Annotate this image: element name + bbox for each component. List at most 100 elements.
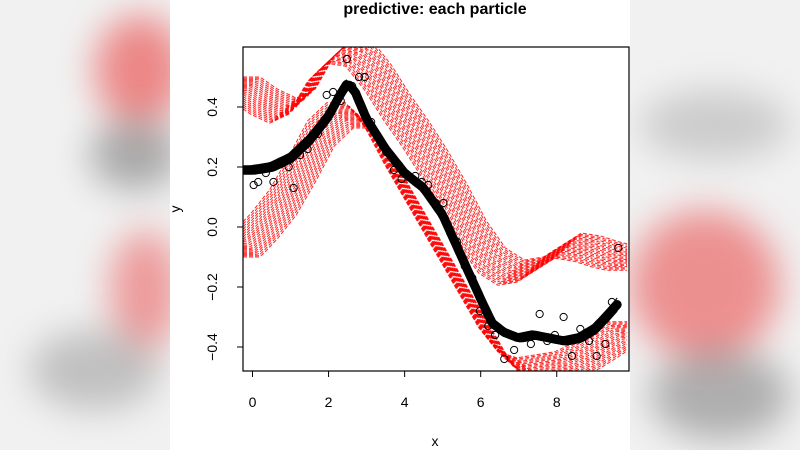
red-blur-blob — [95, 15, 170, 125]
data-point — [518, 333, 527, 343]
data-point — [284, 162, 293, 172]
data-point — [491, 330, 500, 340]
data-point — [367, 117, 376, 127]
data-point — [354, 72, 364, 82]
data-point — [276, 159, 286, 169]
data-point — [584, 336, 594, 346]
data-point — [373, 132, 383, 142]
posterior-dashed-curve — [243, 113, 628, 370]
data-point — [475, 306, 485, 316]
posterior-dashed-curve — [243, 119, 628, 371]
data-point — [468, 273, 477, 283]
data-point — [269, 177, 278, 187]
mean-particle-curve — [243, 83, 618, 341]
x-axis-label: x — [432, 433, 439, 449]
dark-blur-blob — [650, 350, 790, 440]
y-tick-label: −0.2 — [204, 273, 220, 301]
data-point — [576, 324, 585, 334]
mean-particle-curve — [243, 85, 618, 344]
mean-particle-curve — [243, 85, 618, 345]
data-point — [424, 180, 433, 190]
red-blur-blob — [630, 210, 780, 360]
posterior-dashed-curve — [243, 55, 628, 279]
y-tick-label: 0.2 — [204, 157, 220, 177]
posterior-dashed-curve — [243, 51, 628, 275]
data-point — [453, 237, 462, 247]
axes: 0 2 4 6 8 −0.4 −0.2 0.0 0.2 0.4 — [204, 97, 561, 410]
data-point — [460, 261, 469, 271]
y-tick-label: 0.4 — [204, 97, 220, 117]
data-point — [559, 312, 568, 322]
data-point — [303, 144, 312, 154]
backdrop-left — [0, 0, 170, 450]
data-point — [592, 351, 601, 361]
y-tick-label: −0.4 — [204, 333, 220, 361]
posterior-dashed-curve — [243, 114, 628, 370]
posterior-dashed-curve — [243, 47, 628, 261]
chart-title: predictive: each particle — [343, 1, 526, 18]
posterior-dashed-curve — [243, 102, 628, 359]
data-point — [607, 297, 616, 307]
data-point — [535, 309, 544, 319]
data-point — [360, 72, 369, 82]
posterior-dashed-curve — [243, 116, 628, 371]
posterior-dashed-curve — [243, 120, 628, 371]
data-point — [397, 174, 406, 184]
mean-particle-curve — [243, 80, 618, 340]
dark-blur-blob — [640, 90, 790, 160]
posterior-dashed-curve — [243, 103, 628, 360]
data-point — [411, 171, 420, 181]
posterior-dashed-curve — [243, 56, 628, 280]
data-point — [601, 339, 610, 349]
mean-curve — [243, 80, 622, 346]
posterior-dashed-curve — [243, 104, 628, 361]
posterior-dashed-curve — [243, 58, 628, 281]
data-point — [322, 90, 331, 100]
posterior-dashed-curve — [243, 60, 628, 284]
data-point — [550, 330, 559, 340]
posterior-dashed-curve — [243, 122, 628, 371]
data-point — [614, 243, 623, 253]
data-point — [329, 87, 338, 97]
dark-blur-blob — [90, 120, 170, 190]
data-point — [526, 339, 535, 349]
posterior-dashed-curve — [243, 61, 628, 285]
data-point — [254, 177, 263, 187]
posterior-dashed-curve — [243, 53, 628, 276]
data-point — [313, 129, 323, 139]
data-point — [295, 150, 305, 160]
data-point — [389, 165, 399, 175]
posterior-dashed-curve — [243, 105, 628, 362]
data-point — [567, 351, 577, 361]
data-point — [543, 336, 552, 346]
data-point — [348, 81, 357, 91]
data-point — [439, 198, 448, 208]
x-tick-label: 6 — [477, 394, 485, 410]
dark-blur-blob — [30, 330, 160, 410]
data-point — [289, 183, 298, 193]
chart-panel: predictive: each particle 0 2 4 6 8 −0.4 −0.2 0… — [170, 0, 630, 450]
x-tick-label: 2 — [325, 394, 333, 410]
posterior-dashed-curve — [243, 47, 628, 262]
chart-svg: predictive: each particle 0 2 4 6 8−0.4−0.20… — [170, 1, 630, 449]
data-point — [336, 96, 345, 106]
backdrop-right — [630, 0, 800, 450]
plot-area — [243, 47, 628, 371]
data-point — [417, 177, 426, 187]
data-point — [446, 228, 455, 238]
y-tick-label: 0.0 — [204, 217, 220, 237]
mean-particle-curve — [243, 86, 618, 346]
posterior-dashed-curve — [243, 54, 628, 277]
posterior-dashed-curve — [243, 109, 628, 366]
data-point — [484, 321, 493, 331]
posterior-dashed-curve — [243, 117, 628, 371]
posterior-dashed-curve — [243, 59, 628, 283]
data-point — [500, 354, 509, 364]
posterior-dashed-curve — [243, 111, 628, 368]
posterior-dashed-curve — [243, 127, 628, 371]
mean-particle-curve — [243, 79, 618, 338]
x-tick-label: 0 — [249, 394, 257, 410]
data-point — [261, 168, 270, 178]
data-point — [342, 54, 351, 64]
data-point — [510, 345, 519, 355]
